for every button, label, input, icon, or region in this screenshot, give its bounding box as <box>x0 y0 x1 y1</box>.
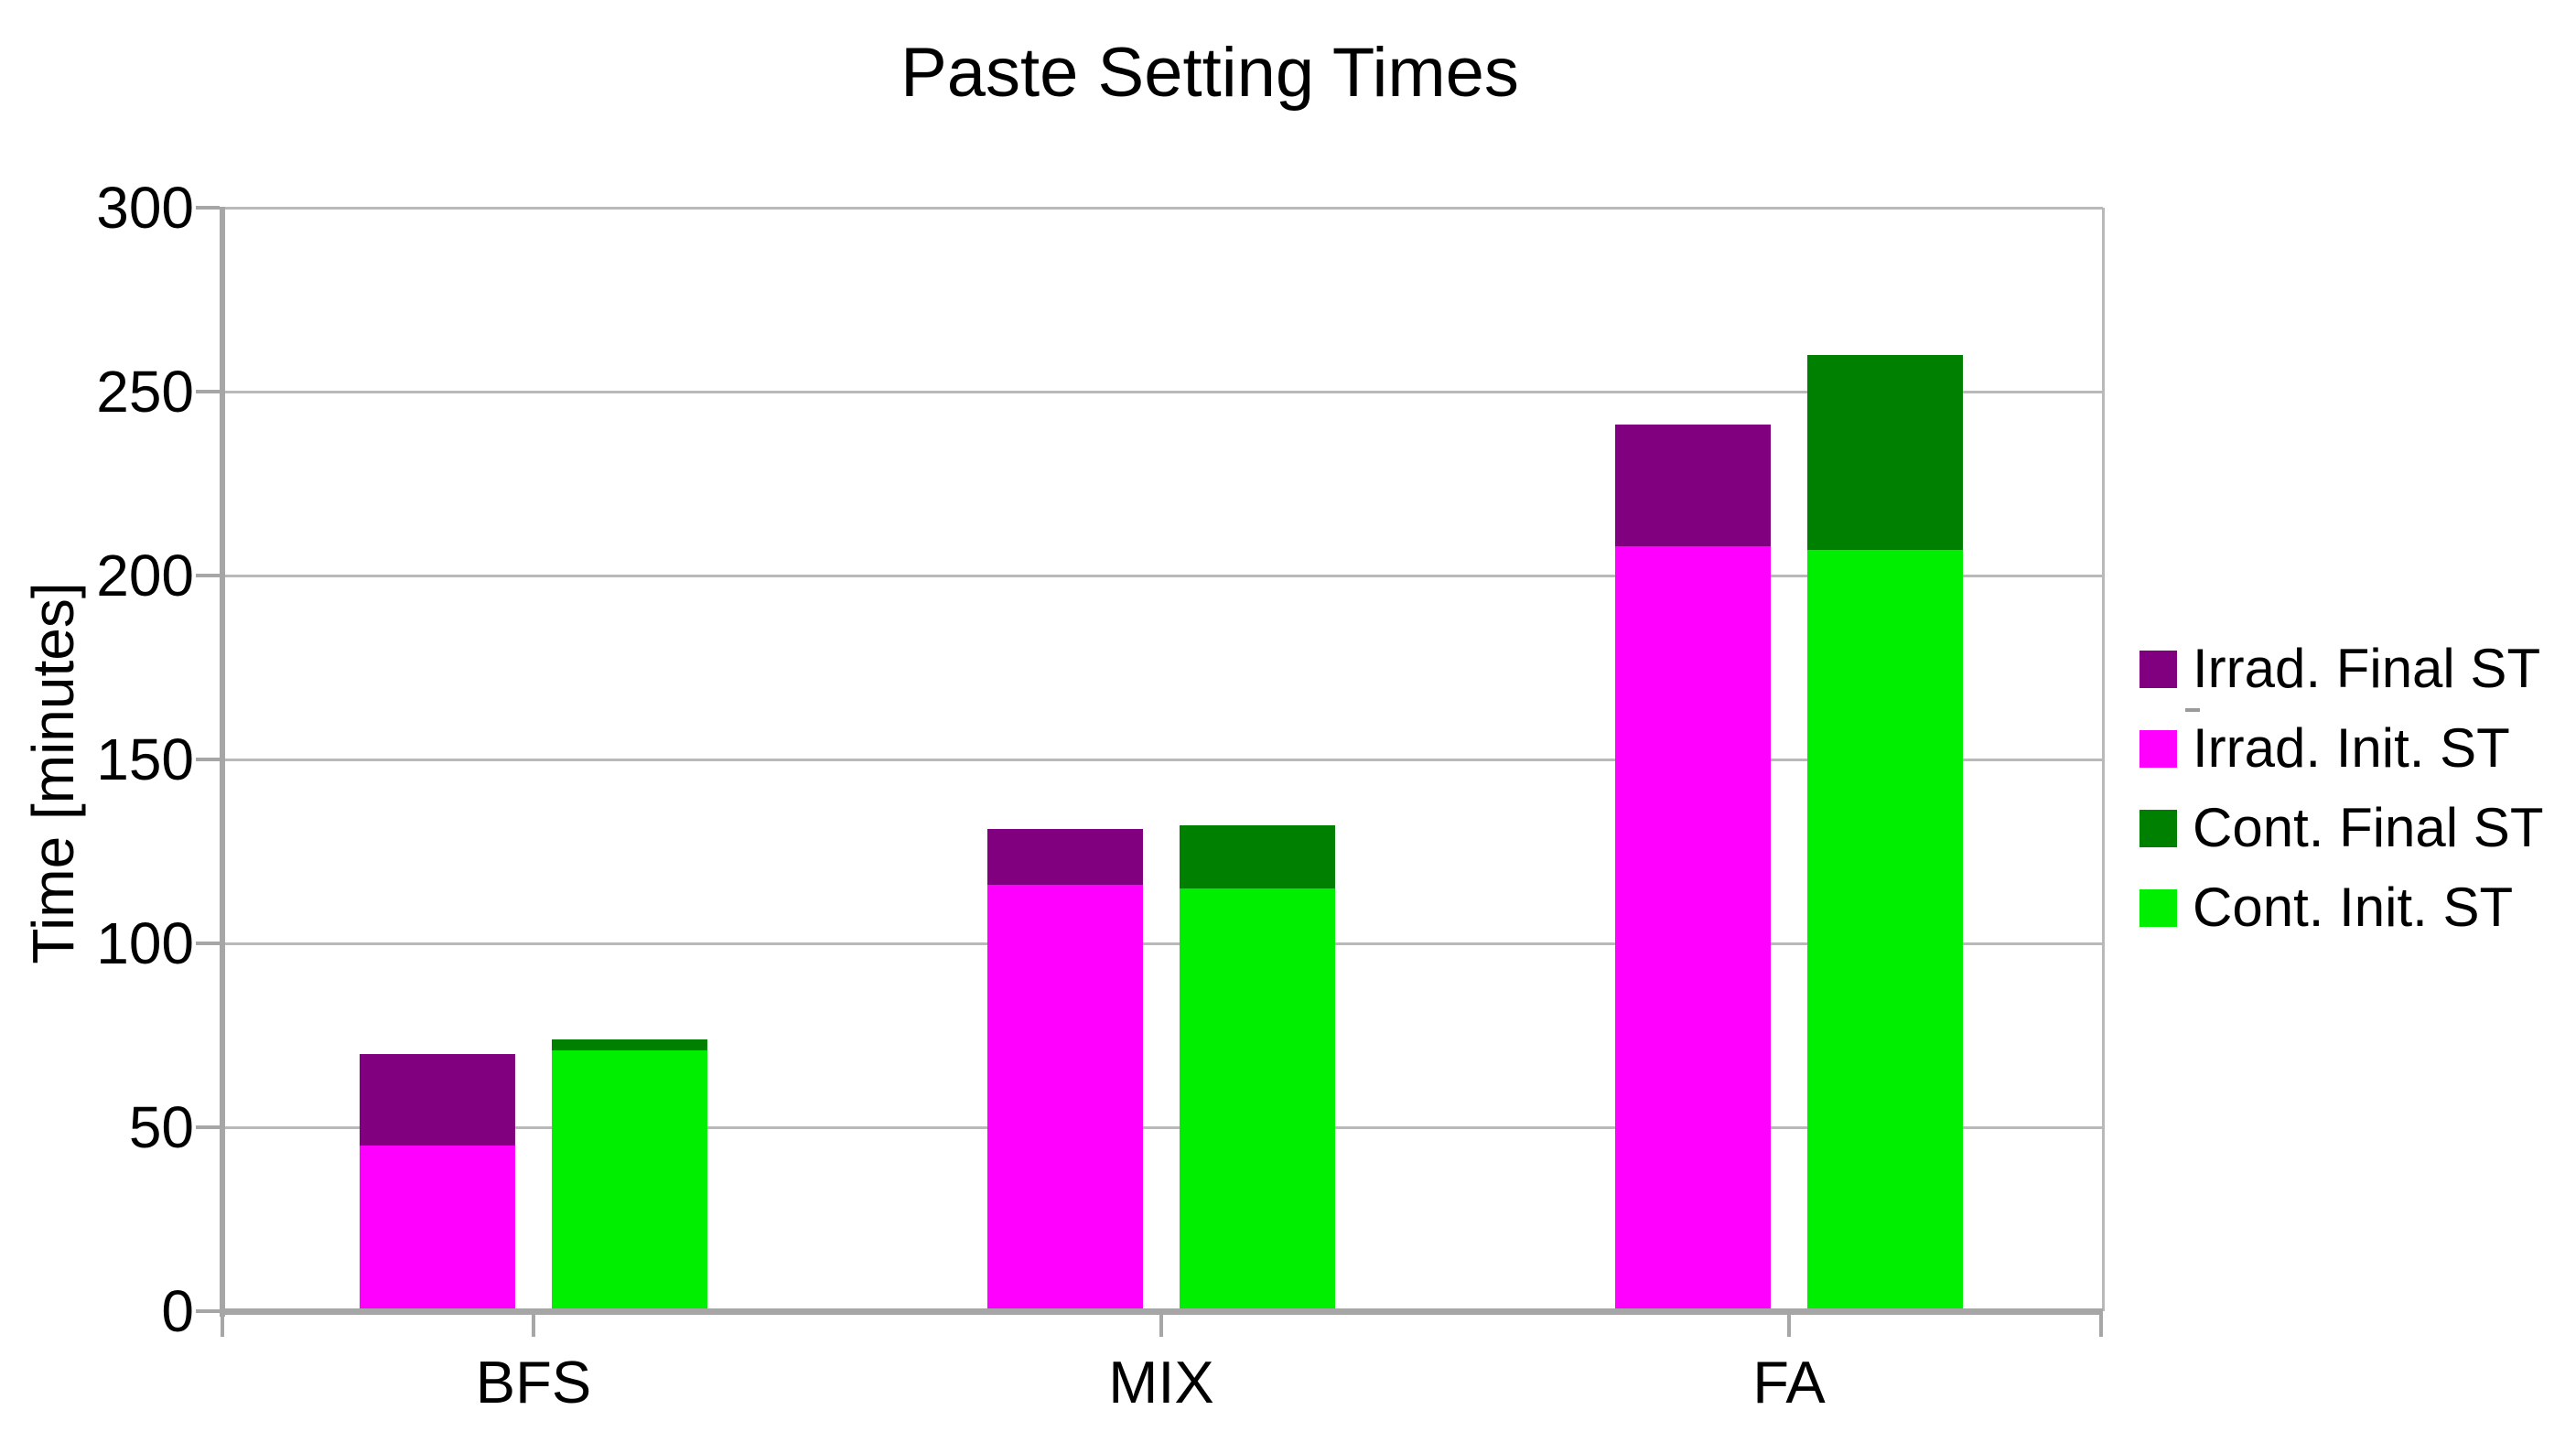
bar-bfs-irradiated-init-segment <box>360 1146 515 1311</box>
gridline-y-300 <box>220 206 2103 210</box>
gridline-y-100 <box>220 942 2103 945</box>
legend-swatch-1 <box>2139 729 2177 768</box>
bar-fa-control-init-segment <box>1807 549 1963 1311</box>
bar-mix-control-final-segment <box>1180 825 1335 888</box>
x-axis-tick-4 <box>2099 1314 2103 1337</box>
y-tick-label-100: 100 <box>96 910 194 976</box>
y-axis-line <box>220 206 225 1317</box>
y-tick-label-200: 200 <box>96 543 194 608</box>
x-axis-tick-0 <box>221 1314 224 1337</box>
y-axis-tick-200 <box>196 574 220 577</box>
legend-artifact-dash <box>2185 708 2200 712</box>
gridline-y-150 <box>220 758 2103 761</box>
y-tick-label-150: 150 <box>96 726 194 792</box>
y-axis-tick-50 <box>196 1125 220 1129</box>
x-axis-tick-1 <box>532 1314 535 1337</box>
legend-swatch-3 <box>2139 888 2177 927</box>
y-axis-tick-100 <box>196 942 220 945</box>
legend-item-2: Cont. Final ST <box>2139 801 2543 856</box>
legend-item-1: Irrad. Init. ST <box>2139 721 2510 776</box>
legend-swatch-0 <box>2139 650 2177 688</box>
gridline-y-200 <box>220 574 2103 577</box>
legend-item-3: Cont. Init. ST <box>2139 880 2513 935</box>
bar-fa-control-final-segment <box>1807 354 1963 550</box>
gridline-y-250 <box>220 390 2103 393</box>
bar-bfs-irradiated-final-segment <box>360 1053 515 1146</box>
y-axis-tick-250 <box>196 390 220 393</box>
gridline-y-50 <box>220 1125 2103 1129</box>
y-tick-label-250: 250 <box>96 359 194 425</box>
plot-border-right <box>2101 208 2105 1311</box>
chart-title: Paste Setting Times <box>900 34 1519 112</box>
legend-label-3: Cont. Init. ST <box>2193 877 2514 938</box>
legend-label-2: Cont. Final ST <box>2193 797 2544 858</box>
y-axis-tick-300 <box>196 206 220 210</box>
y-tick-label-300: 300 <box>96 175 194 241</box>
legend-label-0: Irrad. Final ST <box>2193 638 2541 699</box>
legend-label-1: Irrad. Init. ST <box>2193 717 2510 779</box>
legend-item-0: Irrad. Final ST <box>2139 641 2540 696</box>
x-category-label-fa: FA <box>1752 1349 1826 1415</box>
bar-mix-control-init-segment <box>1180 888 1335 1311</box>
x-axis-tick-2 <box>1159 1314 1163 1337</box>
x-category-label-bfs: BFS <box>475 1349 592 1415</box>
x-category-label-mix: MIX <box>1108 1349 1214 1415</box>
legend-swatch-2 <box>2139 809 2177 847</box>
x-axis-tick-3 <box>1787 1314 1791 1337</box>
bar-mix-irradiated-init-segment <box>987 884 1143 1311</box>
bar-bfs-control-final-segment <box>552 1039 707 1050</box>
y-tick-label-0: 0 <box>161 1278 194 1344</box>
y-axis-tick-150 <box>196 758 220 761</box>
x-axis-line <box>220 1308 2103 1315</box>
bar-mix-irradiated-final-segment <box>987 829 1143 885</box>
bar-bfs-control-init-segment <box>552 1049 707 1311</box>
y-tick-label-50: 50 <box>128 1094 194 1160</box>
y-axis-tick-0 <box>196 1309 220 1313</box>
bar-fa-irradiated-final-segment <box>1615 425 1771 546</box>
bar-fa-irradiated-init-segment <box>1615 545 1771 1311</box>
